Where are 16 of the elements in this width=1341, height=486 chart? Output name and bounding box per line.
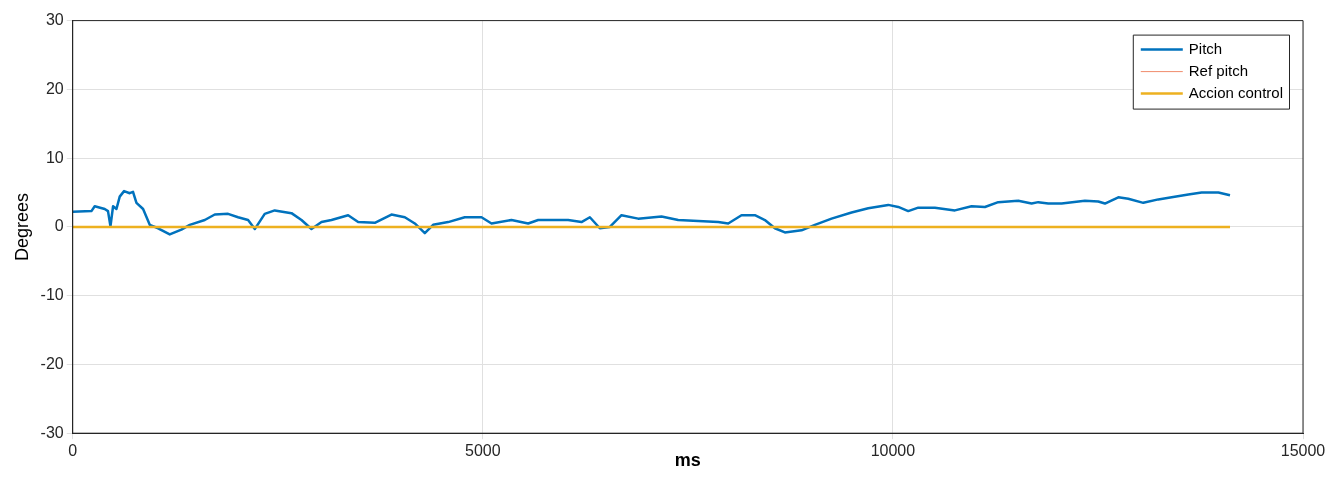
x-axis-title: ms	[674, 450, 701, 471]
y-tick-label: -10	[40, 286, 64, 304]
x-tick-label: 5000	[465, 442, 501, 460]
y-tick-label: -20	[40, 354, 64, 372]
y-tick-label: -30	[40, 423, 64, 441]
x-tick-label: 0	[68, 442, 78, 460]
y-tick-label: 30	[45, 11, 64, 29]
legend-label: Ref pitch	[1188, 61, 1248, 79]
y-tick-label: 10	[45, 148, 64, 166]
y-tick-label: 20	[45, 79, 64, 97]
x-tick-label: 10000	[870, 442, 916, 460]
legend-label: Accion control	[1188, 83, 1284, 101]
y-axis-title: Degrees	[11, 192, 32, 261]
legend-label: Pitch	[1188, 39, 1223, 57]
x-tick-label: 15000	[1280, 442, 1326, 460]
y-tick-label: 0	[54, 217, 64, 235]
